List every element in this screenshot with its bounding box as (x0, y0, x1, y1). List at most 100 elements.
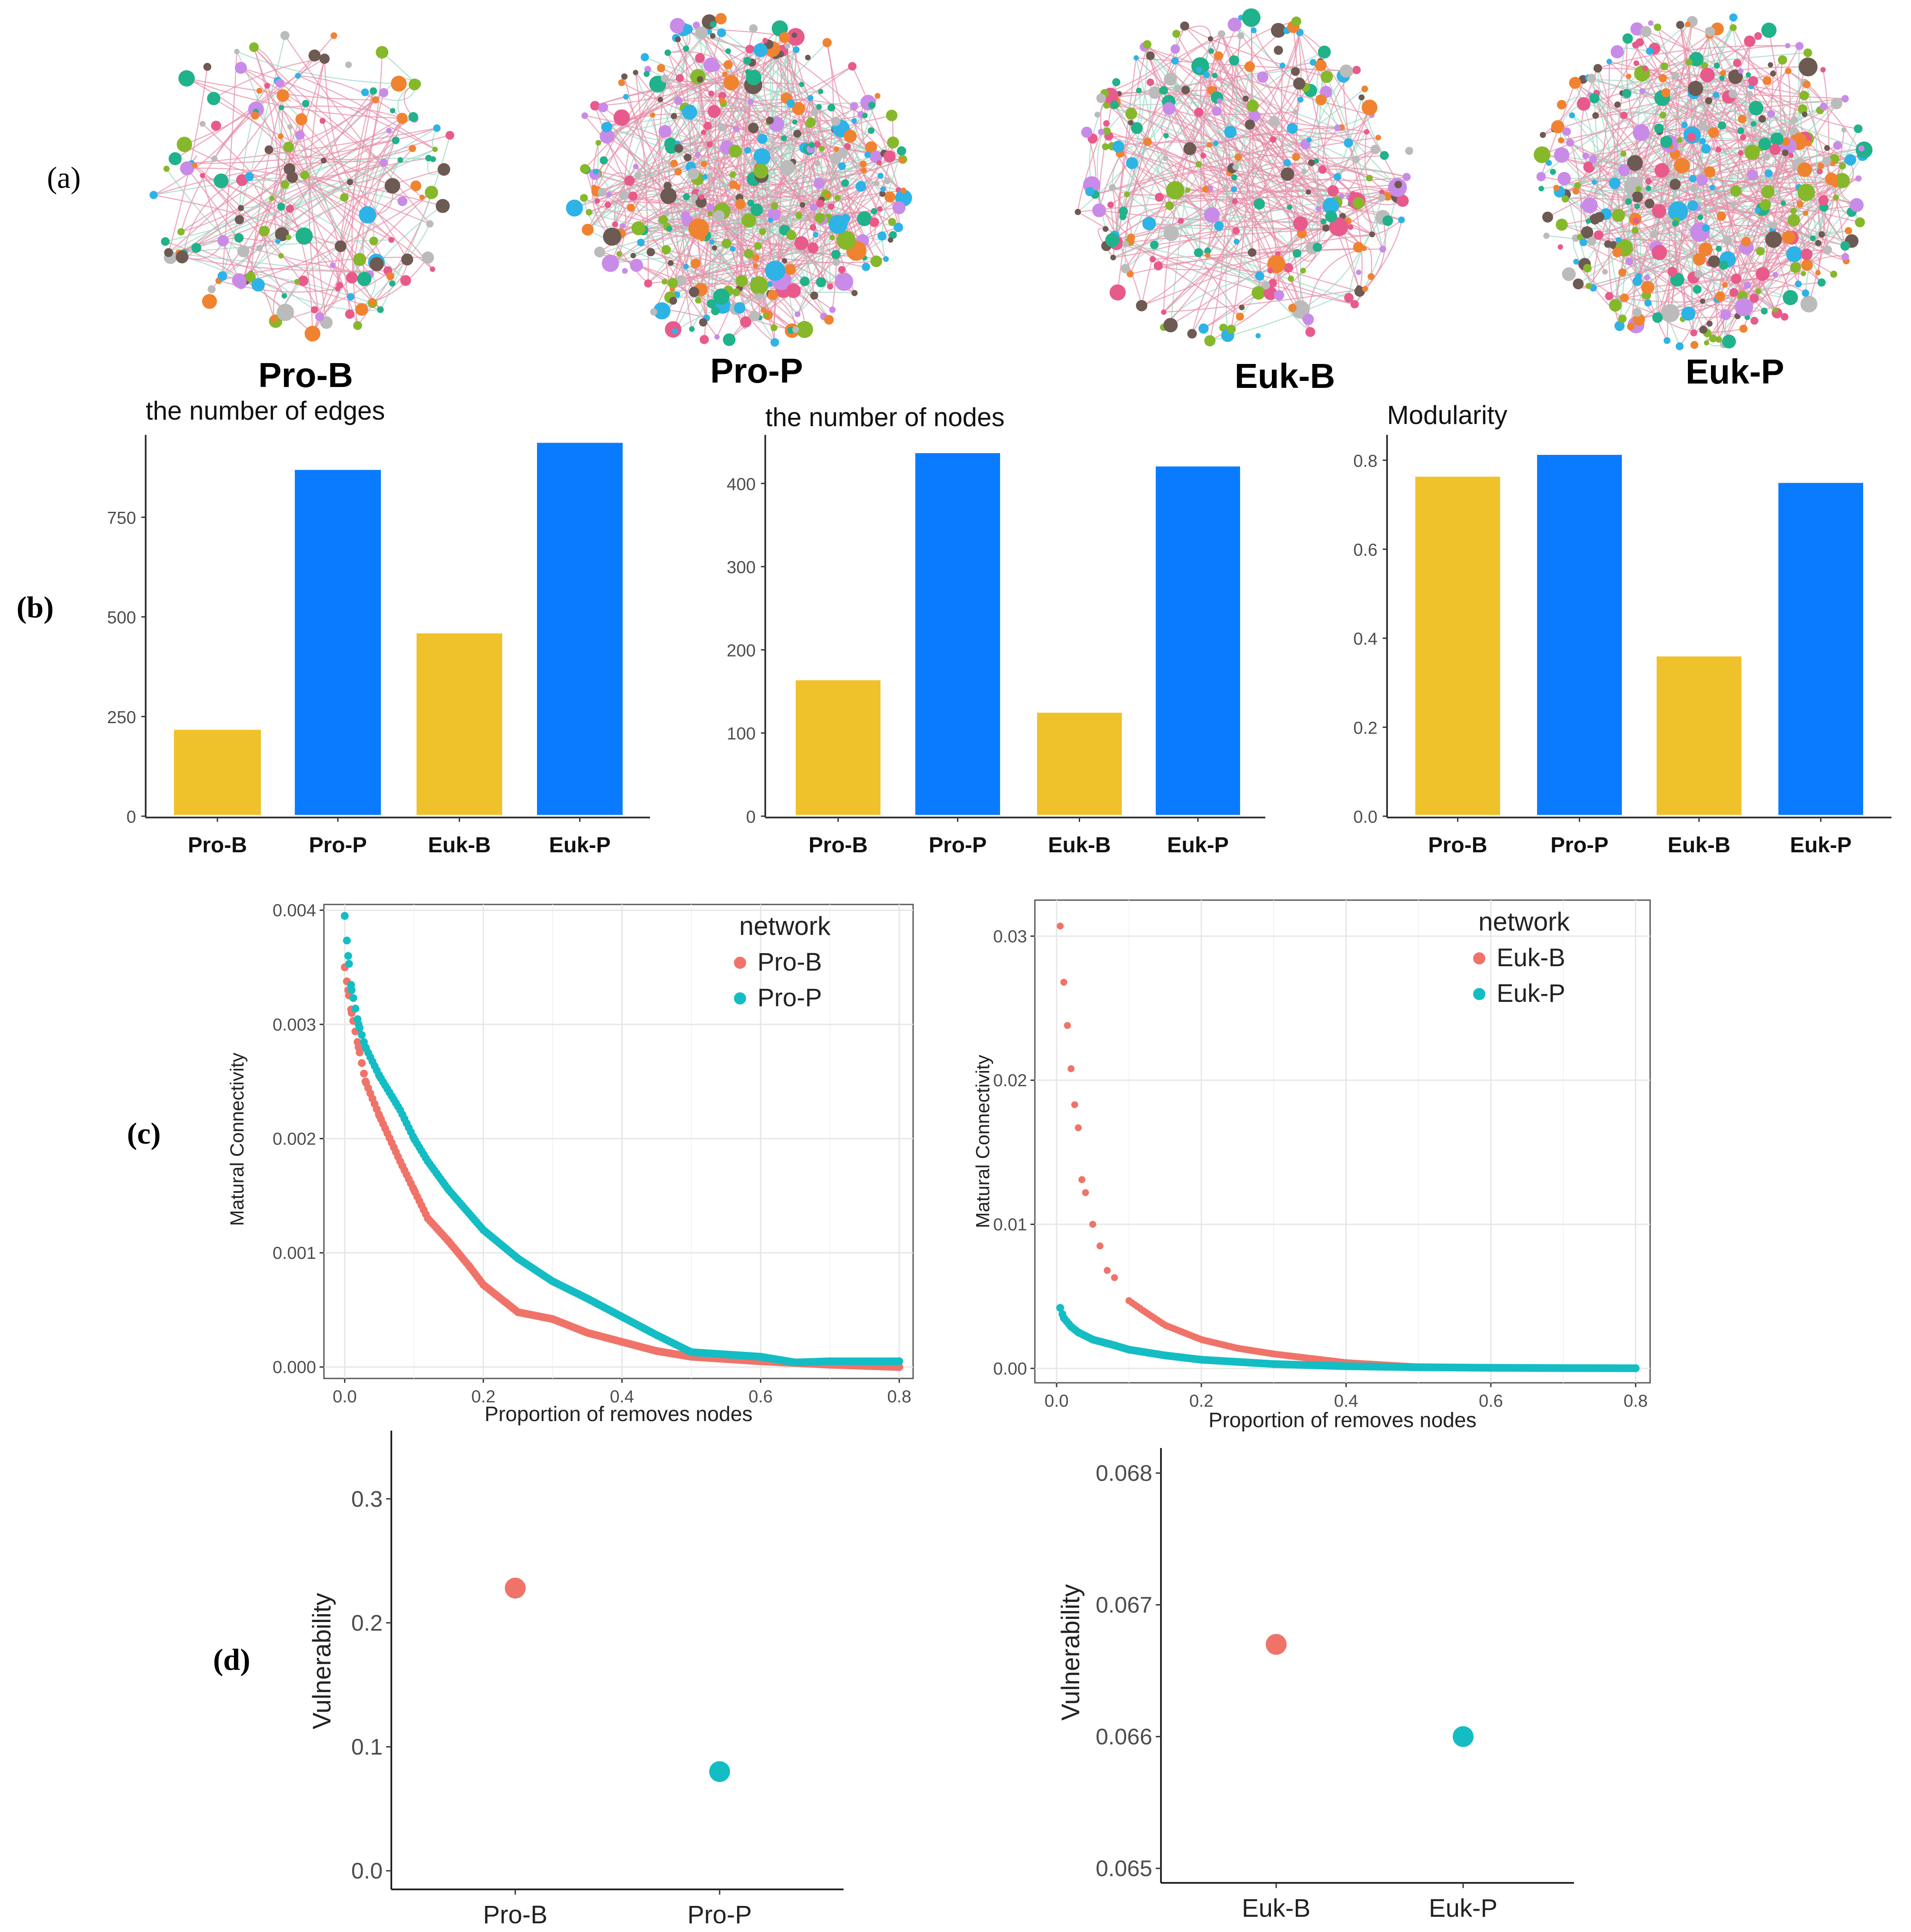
network-edge (1199, 66, 1202, 253)
network-node (1196, 67, 1202, 73)
network-node (1587, 73, 1596, 83)
network-edge (1211, 68, 1347, 91)
network-node (217, 235, 229, 247)
network-node (1284, 263, 1294, 273)
network-node (861, 167, 867, 174)
y-tick-label: 500 (107, 608, 136, 627)
network-edge (784, 37, 855, 294)
x-tick-label: 0.8 (1624, 1391, 1648, 1411)
network-node (784, 43, 790, 49)
network-node (1164, 73, 1177, 86)
data-point-pro-p (345, 960, 353, 968)
network-node (674, 144, 684, 153)
network-node (869, 217, 879, 227)
network-node (1831, 97, 1843, 110)
network-node (1632, 308, 1642, 317)
network-node (631, 221, 646, 236)
network-node (898, 157, 905, 164)
x-tick-label: Pro-B (483, 1901, 547, 1929)
data-point-pro-p (514, 1255, 522, 1263)
network-node (1293, 77, 1305, 90)
data-point-pro-p (826, 1357, 834, 1365)
network-node (865, 141, 877, 153)
network-node (877, 231, 887, 241)
network-node (822, 38, 832, 47)
y-tick-label: 0.002 (273, 1129, 316, 1148)
data-point-pro-p (358, 1031, 366, 1039)
network-node (249, 42, 259, 52)
network-node (295, 73, 301, 79)
network-node (1785, 43, 1791, 49)
network-node (713, 210, 725, 222)
bar-pro-b (796, 680, 880, 815)
data-point-pro-p (343, 936, 351, 944)
network-node (1618, 164, 1630, 177)
network-node (887, 237, 894, 243)
network-node (251, 111, 259, 120)
network-node (697, 76, 704, 83)
network-node (345, 61, 352, 68)
network-edge (1106, 78, 1171, 132)
network-node (1801, 259, 1813, 271)
network-edge (1709, 171, 1773, 231)
network-node (1788, 214, 1800, 227)
network-edge (584, 168, 757, 258)
network-node (1200, 153, 1206, 159)
network-node (666, 226, 673, 232)
network-node (763, 313, 769, 319)
network-node (275, 78, 285, 88)
network-node (1618, 314, 1627, 323)
network-edge (351, 118, 403, 278)
network-node (1577, 234, 1583, 240)
data-point-euk-p (1074, 1328, 1082, 1337)
network-node (1147, 78, 1154, 86)
network-node (334, 240, 347, 252)
network-edge (1541, 83, 1576, 177)
network-node (1287, 275, 1294, 282)
network-edge (1190, 67, 1251, 150)
data-point-euk-p (1089, 1335, 1097, 1344)
network-node (1823, 245, 1832, 254)
network-edge (1658, 128, 1703, 142)
network-node (1795, 42, 1804, 50)
data-point-pro-b (514, 1308, 522, 1316)
network-edge (666, 36, 790, 214)
network-node (704, 122, 712, 130)
data-point-pro-p (351, 1004, 360, 1013)
network-node (736, 275, 748, 287)
network-node (1583, 161, 1595, 173)
network-node (1366, 174, 1373, 182)
x-tick-label: Pro-P (929, 833, 987, 857)
x-tick-label: 0.4 (1334, 1391, 1358, 1411)
network-node (598, 102, 608, 113)
network-node (707, 211, 713, 217)
network-node (1214, 221, 1224, 231)
network-node (1302, 314, 1314, 325)
network-node (810, 291, 818, 300)
panel-label-b: (b) (17, 591, 54, 624)
network-node (1591, 179, 1597, 185)
network-node (1227, 17, 1242, 32)
network-node (1825, 172, 1838, 186)
data-point-euk-b (1082, 1189, 1089, 1196)
network-node (658, 125, 672, 138)
network-node (1244, 61, 1255, 72)
network-node (1112, 78, 1121, 87)
network-node (1378, 194, 1386, 202)
network-diagram-euk-p (1534, 13, 1873, 350)
network-node (1356, 269, 1361, 275)
network-node (237, 205, 244, 211)
network-node (683, 45, 689, 52)
network-edge (1642, 90, 1773, 239)
data-point-pro-p (709, 1761, 730, 1782)
data-point-pro-p (479, 1226, 487, 1234)
network-node (1764, 169, 1773, 177)
network-node (1660, 136, 1673, 148)
network-node (1136, 300, 1147, 311)
network-edge (1648, 278, 1736, 288)
data-point-pro-b (360, 1069, 368, 1078)
network-node (1585, 283, 1592, 289)
network-edge (289, 208, 313, 334)
network-node (658, 215, 668, 224)
network-edge (1597, 68, 1616, 184)
